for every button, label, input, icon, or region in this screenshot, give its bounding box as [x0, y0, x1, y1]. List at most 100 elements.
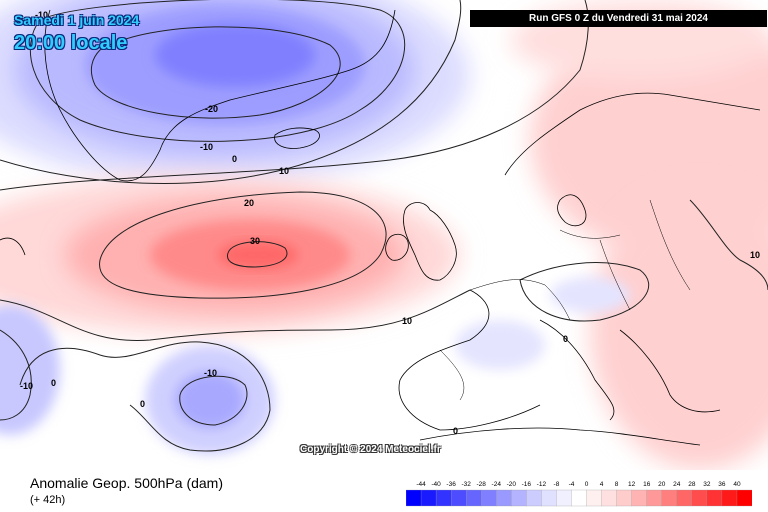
contour-minus10-greenland [29, 0, 406, 142]
contour-label: -10 [204, 368, 217, 378]
forecast-date: Samedi 1 juin 2024 [14, 12, 140, 28]
legend-swatch [496, 489, 512, 507]
legend-swatch [481, 489, 497, 507]
legend-swatch [435, 489, 452, 507]
contour-label: 0 [453, 426, 458, 436]
border-spain-portugal [439, 349, 465, 401]
legend-tick-label: -24 [492, 481, 502, 488]
legend-tick-label: 4 [600, 481, 604, 488]
legend-swatch [511, 489, 527, 507]
coast-iceland [274, 127, 320, 149]
legend-swatch [406, 489, 422, 507]
contour-label: -20 [205, 104, 218, 114]
positive-anomaly-atlantic [0, 175, 460, 335]
legend-swatch [571, 489, 587, 507]
legend-tick-label: -36 [446, 481, 456, 488]
contour-minus10-west [0, 329, 32, 421]
legend-tick-label: 32 [703, 481, 711, 488]
legend-swatch [646, 489, 663, 507]
contour-20-atlantic [99, 191, 387, 299]
legend-tick-label: 20 [658, 481, 666, 488]
color-scale-legend: -44 -40 -36 -32 -28 -24 -20 -16 -12 -8 -4 0 4 8 12 16 20… [406, 481, 752, 507]
legend-swatch [556, 489, 572, 507]
contour-label: 10 [402, 316, 412, 326]
legend-tick-label: -4 [569, 481, 575, 488]
coast-denmark [557, 194, 587, 227]
legend-tick-label: 12 [628, 481, 636, 488]
border-alps [544, 284, 571, 321]
contour-label: 0 [232, 154, 237, 164]
contour-minus10-south [179, 375, 248, 426]
legend-swatch [526, 489, 542, 507]
border-poland [599, 239, 631, 311]
legend-swatch [616, 489, 633, 507]
legend-tick-label: -44 [416, 481, 426, 488]
forecast-time: 20:00 locale [14, 32, 128, 54]
legend-tick-label: 24 [673, 481, 681, 488]
legend-tick-label: -32 [461, 481, 471, 488]
model-run-banner: Run GFS 0 Z du Vendredi 31 mai 2024 [470, 10, 767, 27]
contour-label: -10 [200, 142, 213, 152]
legend-tick-label: 16 [643, 481, 651, 488]
contour-label: -10 [20, 381, 33, 391]
contour-0-south [19, 341, 271, 452]
legend-tick-label: 40 [733, 481, 741, 488]
legend-swatch [631, 489, 648, 507]
legend-swatch [466, 489, 482, 507]
legend-swatch [541, 489, 557, 507]
legend-tick-label: -40 [431, 481, 441, 488]
contour-0-north [0, 0, 462, 184]
legend-swatch [586, 489, 603, 507]
contour-minus20-greenland [90, 26, 341, 119]
negative-anomaly-greenland [0, 0, 470, 185]
contour-10-south [0, 289, 471, 341]
legend-swatch [661, 489, 678, 507]
country-borders [439, 199, 691, 401]
legend-tick-label: 36 [718, 481, 726, 488]
contour-label: 0 [563, 334, 568, 344]
coast-canada [0, 237, 26, 256]
legend-tick-label: -12 [537, 481, 547, 488]
legend-swatch [691, 489, 708, 507]
contour-label: 20 [244, 198, 254, 208]
legend-tick-label: -8 [554, 481, 560, 488]
contour-0-central-europe [519, 262, 650, 322]
coastlines [0, 9, 761, 446]
copyright-notice: Copyright © 2024 Meteociel.fr [300, 444, 441, 455]
legend-tick-label: 8 [615, 481, 619, 488]
legend-tick-label: -28 [477, 481, 487, 488]
forecast-lead-time: (+ 42h) [30, 494, 66, 506]
border-eastern [649, 199, 691, 291]
border-france-germany [469, 279, 546, 291]
coast-great-britain [403, 202, 457, 281]
contour-lines [0, 0, 768, 452]
legend-tick-label: -16 [522, 481, 532, 488]
legend-swatch [721, 489, 738, 507]
legend-swatch [706, 489, 723, 507]
legend-tick-label: -20 [507, 481, 517, 488]
coast-balkans [619, 329, 721, 413]
contour-label: 10 [279, 166, 289, 176]
contour-label-group: -10 -20 -10 0 10 20 30 10 0 10 0 -10 -10… [20, 10, 760, 436]
coast-italy [539, 319, 615, 421]
legend-swatch [601, 489, 618, 507]
contour-10-north [0, 0, 589, 191]
contour-30-atlantic [226, 241, 288, 268]
border-baltic [559, 229, 621, 239]
contour-label: -10 [35, 10, 48, 20]
contour-10-east [689, 199, 768, 291]
legend-tick-label: 28 [688, 481, 696, 488]
legend-swatch [420, 489, 437, 507]
contour-label: 10 [750, 250, 760, 260]
contour-label: 0 [140, 399, 145, 409]
legend-tick-label: 0 [585, 481, 589, 488]
contour-label: 0 [51, 378, 56, 388]
legend-swatch [676, 489, 693, 507]
contour-label: 30 [250, 236, 260, 246]
geopotential-anomaly-map: -10 -20 -10 0 10 20 30 10 0 10 0 -10 -10… [0, 0, 768, 470]
coast-greenland [44, 9, 396, 182]
coast-north-africa [419, 427, 701, 446]
coast-scandinavia [504, 92, 761, 176]
coast-ireland [385, 233, 409, 261]
